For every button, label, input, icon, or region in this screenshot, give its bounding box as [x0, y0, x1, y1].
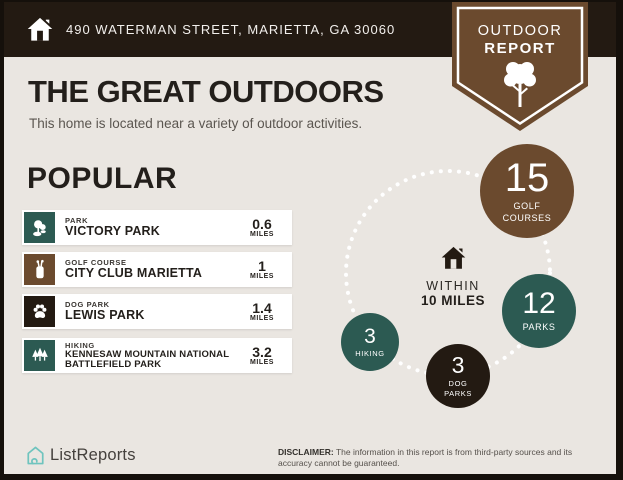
disclaimer: DISCLAIMER: The information in this repo…: [278, 447, 600, 469]
item-category: GOLF COURSE: [65, 258, 127, 268]
item-category: DOG PARK: [65, 300, 110, 310]
item-distance: 1 MILES: [238, 259, 286, 280]
popular-heading: POPULAR: [27, 162, 178, 195]
list-item-kennesaw-mountain: HIKING KENNESAW MOUNTAIN NATIONAL BATTLE…: [22, 338, 292, 373]
distance-value: 3.2: [252, 344, 272, 360]
tree-icon: [504, 62, 536, 107]
radius-center: WITHIN 10 MILES: [393, 244, 513, 308]
item-distance: 1.4 MILES: [238, 301, 286, 322]
list-item-victory-park: PARK VICTORY PARK 0.6 MILES: [22, 210, 292, 245]
item-name: VICTORY PARK: [65, 224, 161, 239]
stat-label: GOLF COURSES: [502, 201, 552, 223]
stat-value: 3: [364, 324, 376, 348]
page: 490 WATERMAN STREET, MARIETTA, GA 30060: [4, 2, 616, 474]
stat-label: HIKING: [355, 348, 385, 358]
distance-unit: MILES: [250, 273, 274, 280]
page-title: THE GREAT OUTDOORS: [28, 74, 384, 109]
list-item-city-club-marietta: GOLF COURSE CITY CLUB MARIETTA 1 MILES: [22, 252, 292, 287]
distance-value: 0.6: [252, 216, 272, 232]
stat-parks: 12 PARKS: [502, 274, 576, 348]
brand-name: ListReports: [50, 446, 136, 464]
outdoor-report-badge: OUTDOOR REPORT: [452, 2, 588, 136]
listreports-house-icon: [27, 446, 44, 465]
item-category: PARK: [65, 216, 89, 226]
badge-ribbon-shape: [452, 2, 588, 131]
stat-value: 12: [522, 286, 556, 320]
park-icon: [24, 212, 55, 243]
radius-dotted-ring: [344, 169, 552, 377]
stat-hiking: 3 HIKING: [341, 313, 399, 371]
pine-trees-icon: [24, 340, 55, 371]
stat-label: PARKS: [522, 321, 556, 332]
distance-value: 1: [258, 258, 266, 274]
stat-dog-parks: 3 DOG PARKS: [426, 344, 490, 408]
radius-label-within: WITHIN: [426, 279, 480, 293]
distance-unit: MILES: [250, 315, 274, 322]
item-name: KENNESAW MOUNTAIN NATIONAL BATTLEFIELD P…: [65, 348, 230, 370]
stat-value: 15: [504, 156, 550, 201]
paw-icon: [24, 296, 55, 327]
item-name: CITY CLUB MARIETTA: [65, 266, 203, 281]
distance-unit: MILES: [250, 359, 274, 366]
badge-line2: REPORT: [484, 40, 556, 57]
disclaimer-label: DISCLAIMER:: [278, 447, 334, 457]
item-name: LEWIS PARK: [65, 308, 145, 323]
stat-value: 3: [451, 352, 465, 379]
listreports-logo: ListReports: [27, 446, 136, 465]
stat-label: DOG PARKS: [444, 379, 472, 398]
item-category: HIKING: [65, 340, 95, 350]
home-icon: [441, 246, 465, 269]
radius-label-miles: 10 MILES: [420, 293, 486, 308]
distance-value: 1.4: [252, 300, 272, 316]
item-distance: 0.6 MILES: [238, 217, 286, 238]
stat-golf-courses: 15 GOLF COURSES: [480, 144, 574, 238]
badge-line1: OUTDOOR: [477, 23, 563, 39]
list-item-lewis-park: DOG PARK LEWIS PARK 1.4 MILES: [22, 294, 292, 329]
page-subtitle: This home is located near a variety of o…: [29, 116, 363, 131]
property-address: 490 WATERMAN STREET, MARIETTA, GA 30060: [66, 22, 396, 37]
item-distance: 3.2 MILES: [238, 345, 286, 366]
disclaimer-text: The information in this report is from t…: [278, 447, 573, 469]
golf-bag-icon: [24, 254, 55, 285]
home-icon: [27, 17, 53, 41]
distance-unit: MILES: [250, 231, 274, 238]
